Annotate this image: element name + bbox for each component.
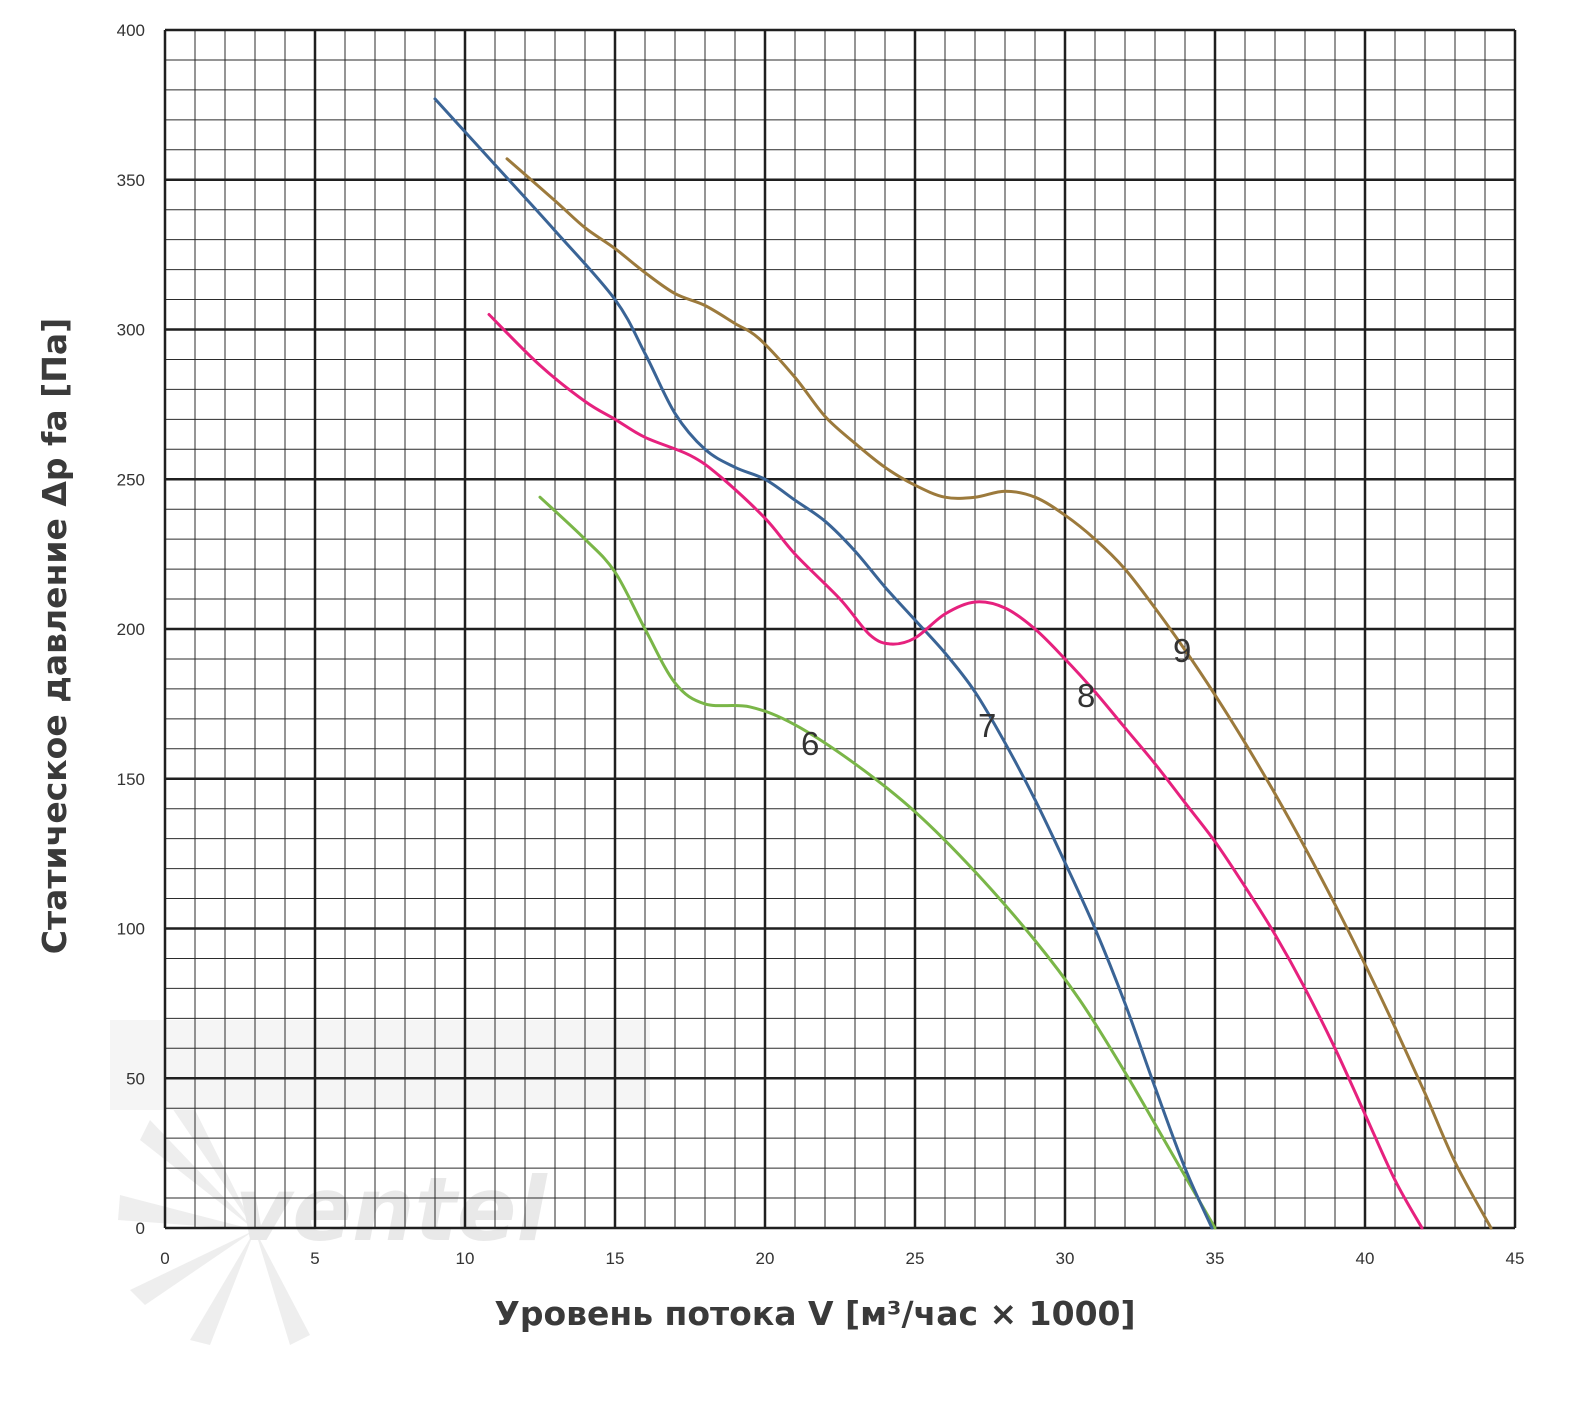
y-tick-label: 50 — [126, 1069, 145, 1088]
curve-label-6: 6 — [801, 725, 819, 762]
series-line-9 — [505, 157, 1493, 1230]
curve-labels: 6 7 8 9 — [801, 632, 1191, 762]
y-axis-title: Статическое давление Δp fa [Па] — [35, 318, 74, 954]
y-tick-label: 300 — [117, 321, 145, 340]
tick-labels: 0 5 10 15 20 25 30 35 40 45 0 50 100 150 200 250 300 350 4… — [117, 21, 1525, 1268]
x-tick-label: 10 — [456, 1249, 475, 1268]
watermark-logo: ventel — [110, 1020, 650, 1345]
grid-major — [163, 28, 1517, 1230]
x-tick-label: 25 — [906, 1249, 925, 1268]
series-layer — [433, 97, 1493, 1230]
curve-label-8: 8 — [1077, 677, 1095, 714]
x-tick-label: 40 — [1356, 1249, 1375, 1268]
watermark-text: ventel — [235, 1158, 548, 1261]
x-tick-label: 20 — [756, 1249, 775, 1268]
series-line-6 — [538, 495, 1217, 1230]
x-tick-label: 30 — [1056, 1249, 1075, 1268]
x-axis-title: Уровень потока V [м³/час × 1000] — [494, 1294, 1135, 1333]
y-tick-label: 0 — [136, 1219, 145, 1238]
x-tick-label: 5 — [310, 1249, 319, 1268]
y-tick-label: 350 — [117, 171, 145, 190]
y-tick-label: 250 — [117, 470, 145, 489]
curve-label-9: 9 — [1173, 632, 1191, 669]
watermark-band — [110, 1020, 650, 1110]
y-tick-label: 400 — [117, 21, 145, 40]
x-tick-label: 15 — [606, 1249, 625, 1268]
series-line-7 — [433, 97, 1214, 1230]
fan-icon — [118, 1100, 310, 1345]
y-tick-label: 150 — [117, 770, 145, 789]
x-tick-label: 0 — [160, 1249, 169, 1268]
y-tick-label: 200 — [117, 620, 145, 639]
x-tick-label: 45 — [1506, 1249, 1525, 1268]
curve-label-7: 7 — [978, 707, 996, 744]
series-line-8 — [487, 313, 1424, 1230]
x-tick-label: 35 — [1206, 1249, 1225, 1268]
y-tick-label: 100 — [117, 920, 145, 939]
